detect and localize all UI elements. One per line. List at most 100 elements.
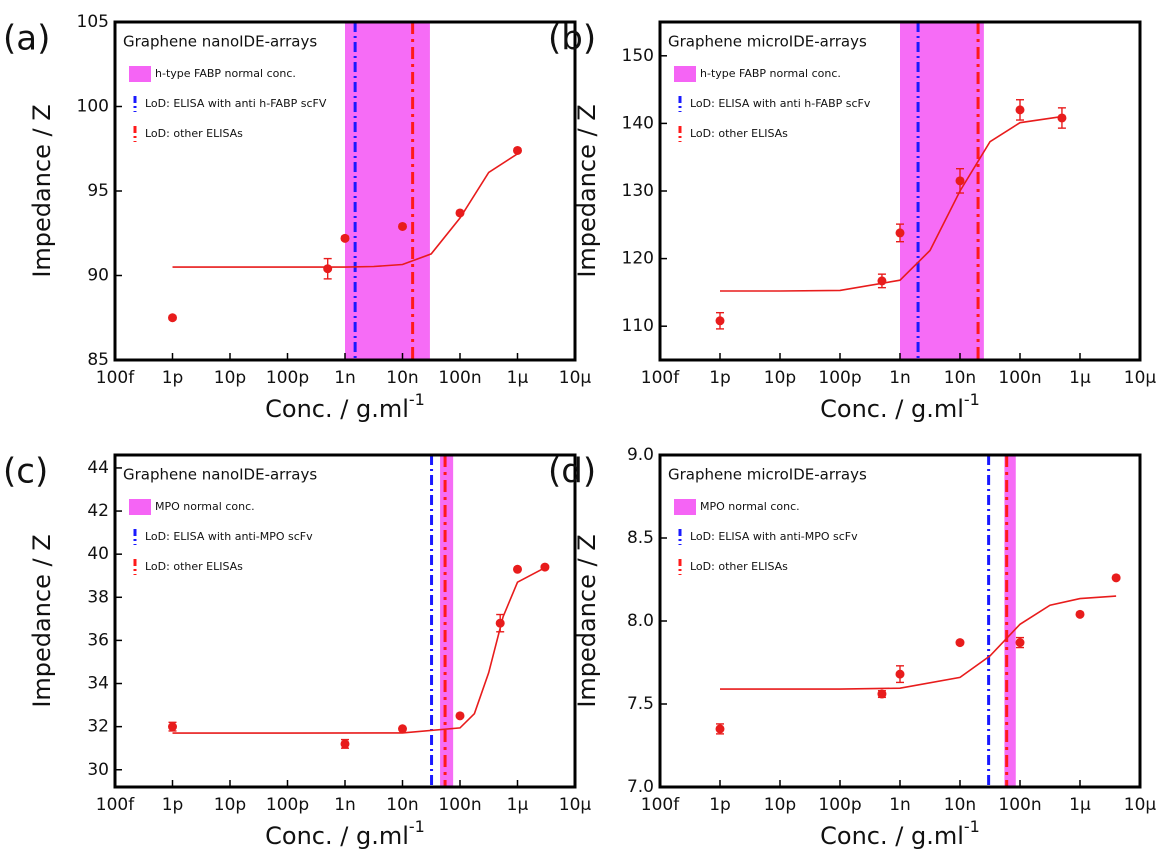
- y-tick-label: 120: [622, 249, 654, 269]
- x-tick-label: 100f: [641, 795, 680, 815]
- normal-range-band: [1004, 455, 1016, 787]
- x-tick-label: 100n: [998, 795, 1041, 815]
- fit-curve: [172, 566, 547, 734]
- legend-label: LoD: other ELISAs: [145, 560, 243, 573]
- chart-title: Graphene nanoIDE-arrays: [123, 466, 317, 484]
- data-point: [955, 176, 965, 186]
- data-point: [455, 711, 465, 721]
- data-point: [1015, 105, 1025, 115]
- x-tick-label: 1p: [162, 368, 184, 388]
- x-tick-label: 10μ: [1124, 368, 1157, 388]
- data-point: [540, 562, 550, 572]
- legend-label: MPO normal conc.: [155, 500, 255, 513]
- x-tick-label: 10μ: [1124, 795, 1157, 815]
- legend-label: MPO normal conc.: [700, 500, 800, 513]
- data-point: [1015, 638, 1025, 648]
- y-tick-label: 8.0: [627, 611, 654, 631]
- data-point: [340, 739, 350, 749]
- y-tick-label: 8.5: [627, 528, 654, 548]
- data-point: [495, 618, 505, 628]
- x-tick-label: 10n: [944, 795, 976, 815]
- chart-panel: 100f 1p 10p 100p 1n 10n 100n 1μ 10μ 30 32 34 36 38 40 4…: [3, 452, 591, 851]
- x-tick-label: 100f: [96, 368, 135, 388]
- data-point: [715, 316, 725, 326]
- y-axis-label: Impedance / Z: [28, 534, 56, 707]
- legend-swatch: [674, 499, 696, 515]
- chart-panel: 100f 1p 10p 100p 1n 10n 100n 1μ 10μ 110 120 130 140 1…: [548, 19, 1156, 424]
- y-tick-label: 40: [87, 544, 109, 564]
- x-tick-label: 100p: [818, 795, 861, 815]
- data-point: [455, 208, 465, 218]
- chart-title: Graphene microIDE-arrays: [668, 33, 867, 51]
- data-point: [1111, 573, 1121, 583]
- x-tick-label: 1p: [709, 368, 731, 388]
- legend-label: h-type FABP normal conc.: [700, 67, 841, 80]
- x-tick-label: 1n: [334, 368, 356, 388]
- x-tick-label: 10μ: [559, 368, 592, 388]
- data-point: [513, 145, 522, 155]
- legend-label: LoD: ELISA with anti-MPO scFv: [690, 530, 858, 543]
- y-tick-label: 95: [87, 181, 109, 201]
- x-tick-label: 10p: [764, 795, 796, 815]
- y-tick-label: 110: [622, 316, 654, 336]
- fit-curve: [172, 153, 518, 268]
- panel-label: (c): [3, 452, 48, 492]
- y-tick-label: 42: [87, 501, 109, 521]
- data-point: [168, 722, 177, 732]
- x-tick-label: 100p: [266, 795, 309, 815]
- legend-label: LoD: ELISA with anti-MPO scFv: [145, 530, 313, 543]
- legend-swatch: [674, 66, 696, 82]
- y-tick-label: 85: [87, 350, 109, 370]
- chart-title: Graphene microIDE-arrays: [668, 466, 867, 484]
- x-tick-label: 1n: [334, 795, 356, 815]
- data-point: [877, 689, 887, 699]
- y-axis-label: Impedance / Z: [573, 534, 601, 707]
- fit-curve: [720, 115, 1063, 292]
- x-tick-label: 1n: [889, 795, 911, 815]
- y-tick-label: 140: [622, 113, 654, 133]
- normal-range-band: [900, 22, 984, 360]
- panel-label: (d): [548, 452, 596, 492]
- x-tick-label: 10n: [386, 368, 418, 388]
- y-axis-label: Impedance / Z: [573, 104, 601, 277]
- data-point: [1057, 113, 1067, 123]
- y-tick-label: 30: [87, 760, 109, 780]
- x-tick-label: 100f: [641, 368, 680, 388]
- y-tick-label: 32: [87, 717, 109, 737]
- y-tick-label: 7.5: [627, 694, 654, 714]
- y-tick-label: 100: [77, 97, 109, 117]
- legend-swatch: [129, 66, 151, 82]
- legend-label: LoD: ELISA with anti h-FABP scFv: [690, 97, 871, 110]
- chart-panel: 100f 1p 10p 100p 1n 10n 100n 1μ 10μ 7.0 7.5 8.0 8.5 9…: [548, 445, 1156, 850]
- x-tick-label: 100p: [266, 368, 309, 388]
- y-tick-label: 130: [622, 181, 654, 201]
- x-tick-label: 1μ: [507, 368, 529, 388]
- x-tick-label: 10p: [214, 795, 246, 815]
- y-tick-label: 36: [87, 630, 109, 650]
- data-point: [323, 264, 333, 274]
- x-tick-label: 10n: [386, 795, 418, 815]
- data-point: [955, 638, 965, 648]
- legend-label: h-type FABP normal conc.: [155, 67, 296, 80]
- x-axis-label: Conc. / g.ml-1: [820, 390, 980, 424]
- chart-panel: 100f 1p 10p 100p 1n 10n 100n 1μ 10μ 85 90 95 100 105 (…: [3, 12, 591, 423]
- x-tick-label: 10p: [764, 368, 796, 388]
- x-tick-label: 100p: [818, 368, 861, 388]
- y-tick-label: 44: [87, 458, 109, 478]
- x-axis-label-text: Conc. / g.ml: [265, 395, 409, 423]
- data-point: [398, 221, 407, 231]
- chart-title: Graphene nanoIDE-arrays: [123, 33, 317, 51]
- fit-curve: [720, 595, 1117, 690]
- data-point: [877, 276, 887, 286]
- y-tick-label: 34: [87, 674, 109, 694]
- data-point: [340, 233, 350, 243]
- x-tick-label: 100n: [998, 368, 1041, 388]
- data-point: [398, 724, 407, 734]
- y-tick-label: 150: [622, 46, 654, 66]
- panel-label: (a): [3, 19, 50, 59]
- x-axis-label-text: Conc. / g.ml: [820, 395, 964, 423]
- normal-range-band: [440, 455, 454, 787]
- legend-swatch: [129, 499, 151, 515]
- x-tick-label: 1μ: [1069, 795, 1091, 815]
